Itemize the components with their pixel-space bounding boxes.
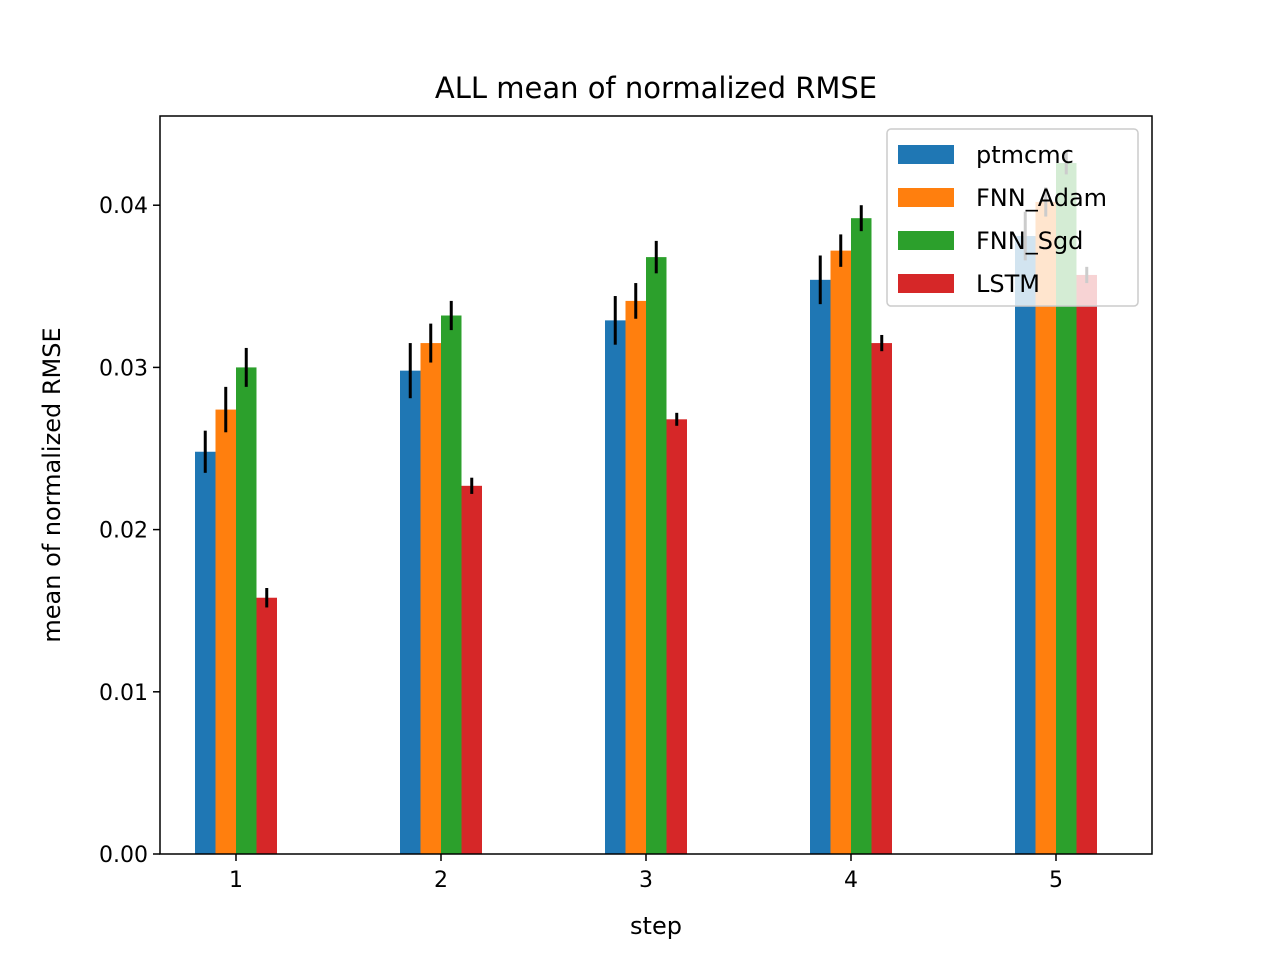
- y-tick-label: 0.00: [99, 843, 148, 868]
- x-tick-label: 5: [1049, 868, 1063, 893]
- bar-FNN_Adam-step-2: [420, 343, 441, 854]
- bar-FNN_Sgd-step-5: [1056, 163, 1077, 855]
- legend-box: [886, 128, 1139, 307]
- legend-swatch-FNN_Adam: [898, 188, 954, 207]
- x-tick-label: 2: [434, 868, 448, 893]
- x-tick-label: 4: [844, 868, 858, 893]
- x-tick-label: 3: [639, 868, 653, 893]
- plot-frame: [159, 115, 1153, 855]
- bar-ptmcmc-step-3: [605, 320, 626, 854]
- bar-LSTM-step-1: [256, 597, 277, 854]
- bar-FNN_Sgd-step-4: [851, 218, 872, 854]
- legend-swatch-LSTM: [898, 274, 954, 293]
- bar-LSTM-step-3: [666, 419, 687, 854]
- bar-FNN_Adam-step-3: [625, 300, 646, 854]
- y-tick-label: 0.01: [99, 681, 148, 706]
- bar-ptmcmc-step-1: [195, 451, 216, 854]
- bar-FNN_Adam-step-1: [215, 409, 236, 854]
- bar-FNN_Adam-step-4: [830, 250, 851, 855]
- legend-swatch-FNN_Sgd: [898, 231, 954, 250]
- bar-ptmcmc-step-4: [810, 279, 831, 854]
- x-axis: 1 2 3 4 5: [229, 854, 1063, 893]
- x-axis-label: step: [630, 912, 682, 940]
- legend: ptmcmc FNN_Adam FNN_Sgd LSTM: [886, 128, 1139, 307]
- y-tick-label: 0.02: [99, 519, 148, 544]
- bar-FNN_Sgd-step-2: [441, 315, 462, 854]
- bar-FNN_Adam-step-5: [1035, 201, 1056, 854]
- bar-ptmcmc-step-5: [1015, 236, 1036, 854]
- bar-LSTM-step-4: [871, 343, 892, 854]
- bar-FNN_Sgd-step-3: [646, 257, 667, 855]
- y-tick-label: 0.03: [99, 356, 148, 381]
- bar-LSTM-step-2: [461, 485, 482, 854]
- y-tick-label: 0.04: [99, 194, 148, 219]
- bar-LSTM-step-5: [1076, 274, 1097, 854]
- legend-label-FNN_Adam: FNN_Adam: [976, 184, 1107, 212]
- bars-layer: [195, 163, 1097, 855]
- legend-label-LSTM: LSTM: [976, 270, 1040, 298]
- legend-swatch-ptmcmc: [898, 145, 954, 164]
- chart-title: ALL mean of normalized RMSE: [435, 71, 877, 105]
- y-axis-label: mean of normalized RMSE: [38, 327, 66, 642]
- y-axis: 0.00 0.01 0.02 0.03 0.04: [99, 194, 160, 868]
- bar-FNN_Sgd-step-1: [236, 367, 257, 854]
- x-tick-label: 1: [229, 868, 243, 893]
- legend-label-FNN_Sgd: FNN_Sgd: [976, 227, 1083, 255]
- legend-label-ptmcmc: ptmcmc: [976, 141, 1074, 169]
- bar-ptmcmc-step-2: [400, 370, 421, 854]
